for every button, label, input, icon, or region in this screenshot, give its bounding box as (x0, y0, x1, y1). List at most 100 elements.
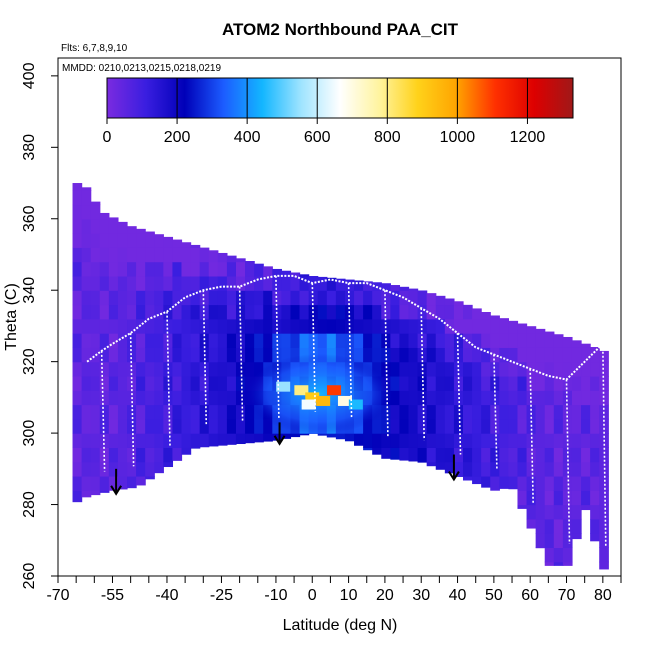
heatmap-cell (245, 333, 255, 348)
heatmap-cell (526, 375, 537, 391)
heatmap-cell (145, 275, 155, 291)
heatmap-cell (517, 475, 528, 491)
heatmap-cell (99, 333, 110, 348)
heatmap-cell (562, 375, 573, 391)
heatmap-cell (553, 390, 564, 406)
heatmap-cell (472, 447, 482, 463)
heatmap-cell (108, 261, 119, 277)
heatmap-cell (562, 533, 573, 549)
heatmap-cell (199, 290, 210, 306)
heatmap-cell (508, 390, 519, 406)
heatmap-cell (181, 404, 192, 420)
heatmap-cell (81, 233, 92, 248)
y-tick-label: 300 (21, 420, 38, 447)
heatmap-cell (154, 261, 164, 277)
heatmap-cell (127, 461, 137, 477)
heatmap-cell (127, 275, 137, 291)
heatmap-cell (163, 433, 174, 448)
heatmap-cell (426, 418, 437, 434)
heatmap-cell (490, 447, 500, 463)
heatmap-cell (562, 336, 573, 348)
heatmap-cell (208, 318, 219, 334)
heatmap-cell (444, 375, 455, 391)
heatmap-cell (163, 375, 174, 391)
heatmap-cell (444, 318, 455, 334)
heatmap-cell (535, 533, 546, 549)
x-tick-label: 60 (521, 587, 539, 604)
heatmap-cell (408, 390, 419, 406)
heatmap-cell (145, 304, 155, 320)
heatmap-cell (81, 304, 92, 320)
heatmap-cell (127, 333, 137, 348)
heatmap-cell (472, 361, 482, 377)
heatmap-cell (154, 290, 164, 306)
heatmap-cell (526, 504, 537, 520)
y-tick-label: 260 (21, 563, 38, 590)
heatmap-cell (444, 304, 455, 320)
heatmap-cell (426, 390, 437, 406)
heatmap-cell (581, 343, 591, 348)
heatmap-cell (208, 361, 219, 377)
heatmap-cell (90, 247, 101, 263)
heatmap-cell (553, 334, 564, 348)
heatmap-cell (363, 347, 373, 363)
heatmap-cell (408, 318, 419, 334)
heatmap-cell (172, 347, 183, 363)
heatmap-cell (390, 318, 401, 334)
heatmap-cell (81, 390, 92, 406)
heatmap-cell (535, 475, 546, 491)
heatmap-cell (372, 318, 382, 334)
heatmap-cell (127, 261, 137, 277)
arrows (110, 422, 460, 496)
heatmap-cell (190, 261, 201, 277)
heatmap-cell (453, 418, 464, 434)
heatmap-cell (99, 290, 110, 306)
heatmap-cell (463, 433, 473, 448)
heatmap-cell (408, 304, 419, 320)
heatmap-cell (599, 490, 609, 506)
heatmap-cell (399, 390, 410, 406)
heatmap-cell (354, 347, 364, 363)
heatmap-cell (81, 433, 92, 448)
heatmap-cell (226, 318, 237, 334)
heatmap-cell (481, 361, 491, 377)
heatmap-cell (263, 347, 273, 363)
heatmap-cell (490, 315, 500, 320)
heatmap-cell (408, 347, 419, 363)
heatmap-cell (90, 201, 101, 206)
heatmap-cell (544, 533, 555, 549)
heatmap-cell (145, 233, 155, 248)
heatmap-cell (108, 290, 119, 306)
heatmap-cell (544, 418, 555, 434)
heatmap-cell (317, 333, 328, 348)
heatmap-cell (299, 304, 310, 320)
heatmap-cell (590, 390, 600, 406)
heatmap-cell (499, 404, 509, 420)
heatmap-cell (571, 504, 582, 520)
heatmap-cell (490, 475, 500, 491)
heatmap-cell (272, 275, 282, 291)
colorbar-tick-label: 200 (164, 129, 191, 146)
heatmap-cell (108, 218, 119, 234)
heatmap-cell (281, 433, 292, 439)
heatmap-cell (571, 447, 582, 463)
heatmap-cell (435, 361, 446, 377)
heatmap-patch (337, 395, 352, 406)
heatmap-cell (217, 404, 228, 420)
heatmap-cell (317, 290, 328, 306)
plot-frame (57, 57, 622, 577)
heatmap-cell (127, 226, 137, 234)
flight-profile (311, 283, 317, 412)
heatmap-cell (590, 347, 600, 363)
heatmap-cell (417, 318, 428, 334)
y-axis: 260 280 300 320 340 360 380 400 (21, 62, 58, 589)
x-tick-label: -10 (264, 587, 287, 604)
heatmap-cell (117, 418, 128, 434)
heatmap-cell (99, 418, 110, 434)
heatmap-cell (172, 333, 183, 348)
heatmap-cell (154, 447, 164, 463)
heatmap-cell (453, 318, 464, 334)
heatmap-cell (599, 561, 609, 570)
heatmap-cell (408, 404, 419, 420)
heatmap-cell (299, 275, 310, 291)
